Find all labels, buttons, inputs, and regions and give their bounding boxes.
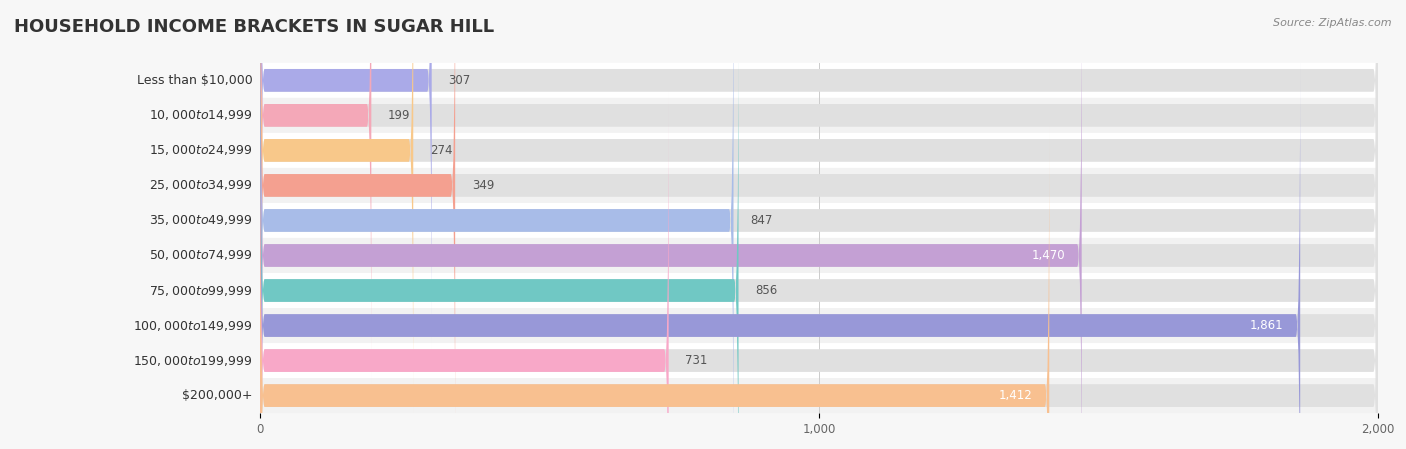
Text: $150,000 to $199,999: $150,000 to $199,999 [134, 353, 252, 368]
FancyBboxPatch shape [260, 0, 1378, 349]
Text: Source: ZipAtlas.com: Source: ZipAtlas.com [1274, 18, 1392, 28]
FancyBboxPatch shape [260, 0, 1378, 449]
FancyBboxPatch shape [260, 0, 1378, 449]
Text: 199: 199 [388, 109, 411, 122]
FancyBboxPatch shape [260, 22, 738, 449]
Text: $10,000 to $14,999: $10,000 to $14,999 [149, 108, 252, 123]
FancyBboxPatch shape [260, 0, 1378, 449]
FancyBboxPatch shape [260, 57, 1301, 449]
Text: 349: 349 [472, 179, 495, 192]
FancyBboxPatch shape [260, 273, 1378, 308]
FancyBboxPatch shape [260, 0, 1378, 419]
Text: $15,000 to $24,999: $15,000 to $24,999 [149, 143, 252, 158]
FancyBboxPatch shape [260, 57, 1378, 449]
Text: 1,412: 1,412 [998, 389, 1032, 402]
FancyBboxPatch shape [260, 98, 1378, 133]
FancyBboxPatch shape [260, 0, 1081, 449]
Text: 307: 307 [449, 74, 471, 87]
FancyBboxPatch shape [260, 203, 1378, 238]
Text: 274: 274 [430, 144, 453, 157]
FancyBboxPatch shape [260, 308, 1378, 343]
FancyBboxPatch shape [260, 0, 371, 384]
FancyBboxPatch shape [260, 127, 1378, 449]
FancyBboxPatch shape [260, 133, 1378, 168]
Text: 856: 856 [755, 284, 778, 297]
FancyBboxPatch shape [260, 238, 1378, 273]
FancyBboxPatch shape [260, 0, 1378, 384]
Text: 1,861: 1,861 [1250, 319, 1284, 332]
Text: Less than $10,000: Less than $10,000 [136, 74, 252, 87]
FancyBboxPatch shape [260, 0, 734, 449]
FancyBboxPatch shape [260, 168, 1378, 203]
FancyBboxPatch shape [260, 0, 413, 419]
Text: $25,000 to $34,999: $25,000 to $34,999 [149, 178, 252, 193]
Text: $50,000 to $74,999: $50,000 to $74,999 [149, 248, 252, 263]
Text: 731: 731 [685, 354, 707, 367]
FancyBboxPatch shape [260, 0, 432, 349]
FancyBboxPatch shape [260, 22, 1378, 449]
FancyBboxPatch shape [260, 92, 1378, 449]
Text: 847: 847 [751, 214, 773, 227]
FancyBboxPatch shape [260, 343, 1378, 378]
Text: $75,000 to $99,999: $75,000 to $99,999 [149, 283, 252, 298]
FancyBboxPatch shape [260, 378, 1378, 413]
Text: $200,000+: $200,000+ [181, 389, 252, 402]
FancyBboxPatch shape [260, 92, 669, 449]
Text: $100,000 to $149,999: $100,000 to $149,999 [134, 318, 252, 333]
FancyBboxPatch shape [260, 127, 1049, 449]
FancyBboxPatch shape [260, 63, 1378, 98]
FancyBboxPatch shape [260, 0, 456, 449]
Text: $35,000 to $49,999: $35,000 to $49,999 [149, 213, 252, 228]
Text: 1,470: 1,470 [1031, 249, 1064, 262]
Text: HOUSEHOLD INCOME BRACKETS IN SUGAR HILL: HOUSEHOLD INCOME BRACKETS IN SUGAR HILL [14, 18, 494, 36]
